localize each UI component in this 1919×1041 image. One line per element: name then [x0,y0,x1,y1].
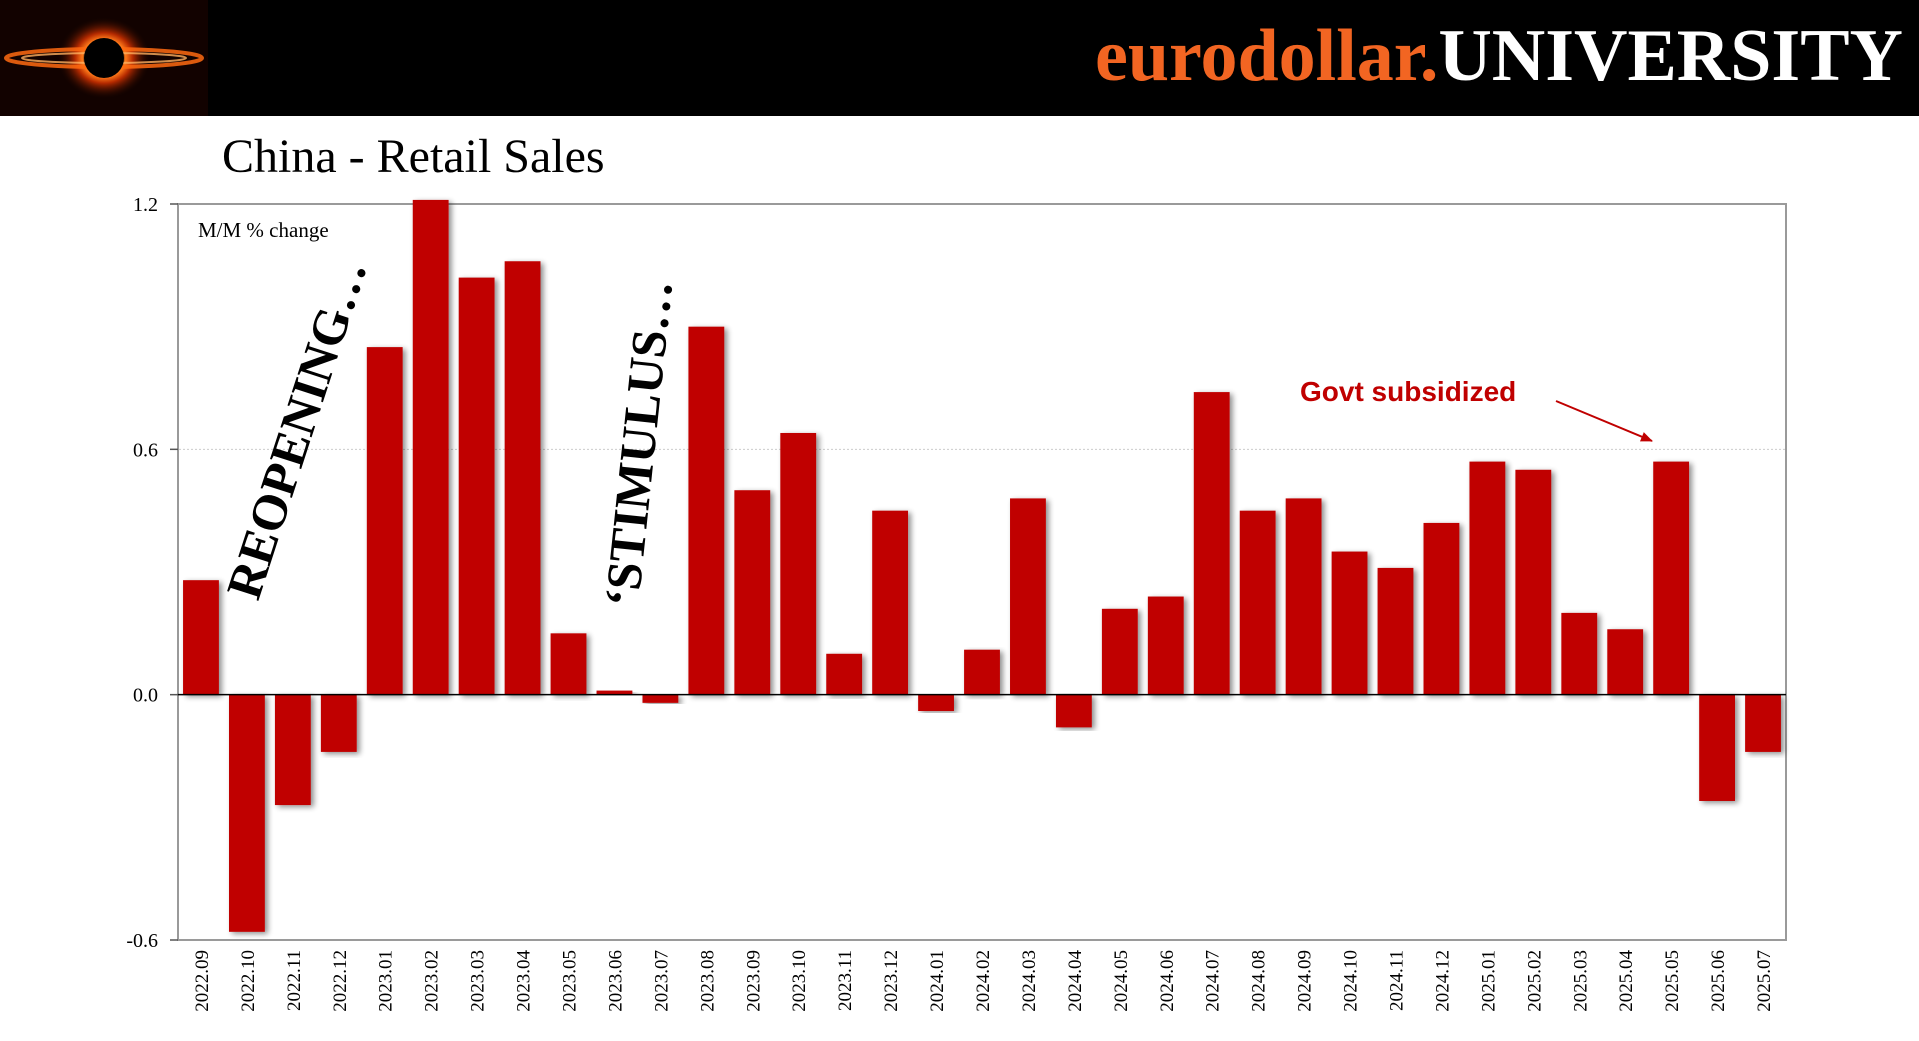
x-tick-label: 2024.10 [1341,950,1362,1012]
bar-2023.05 [550,633,587,695]
x-tick-label: 2023.06 [605,950,626,1012]
x-tick-label: 2024.07 [1203,950,1224,1012]
x-tick-label: 2025.04 [1616,950,1637,1012]
brand-part-university: UNIVERSITY [1438,15,1903,97]
bar-2024.01 [918,694,954,712]
bar-2022.12 [320,694,357,752]
x-tick-label: 2024.08 [1249,950,1270,1012]
bar-2025.05 [1653,461,1690,695]
x-tick-label: 2023.09 [743,950,764,1012]
bar-2023.01 [366,347,403,695]
x-tick-label: 2023.03 [468,950,489,1012]
y-tick-label: -0.6 [126,930,158,952]
bar-2025.06 [1699,694,1736,801]
bars-group [183,199,1781,932]
bar-2025.01 [1469,461,1506,695]
y-tick-label: 1.2 [133,194,158,216]
x-tick-label: 2024.06 [1157,950,1178,1012]
x-tick-label: 2025.03 [1570,950,1591,1012]
x-tick-label: 2022.09 [192,950,213,1012]
x-tick-label: 2023.12 [881,950,902,1012]
annotation-govt-subsidized: Govt subsidized [1300,376,1516,407]
bar-2024.11 [1377,567,1414,695]
bar-2024.05 [1101,608,1138,695]
bar-2025.02 [1515,469,1552,695]
x-tick-label: 2023.07 [651,950,672,1012]
x-tick-label: 2023.04 [514,950,535,1012]
x-axis-ticks: 2022.09 2022.10 2022.11 2022.12 2023.01 2023.… [192,950,1775,1012]
x-tick-label: 2025.05 [1662,950,1683,1012]
x-tick-label: 2022.12 [330,950,351,1012]
bar-2022.09 [183,580,219,695]
bar-2024.02 [964,649,1000,695]
bar-2023.06 [596,690,633,695]
bar-2025.04 [1607,629,1644,695]
x-tick-label: 2024.03 [1019,950,1040,1012]
y-axis-ticks: 1.2 0.6 0.0 -0.6 [126,194,178,952]
bar-2024.03 [1010,498,1046,695]
bar-2023.03 [458,277,495,695]
bar-2023.11 [826,653,863,695]
x-tick-label: 2024.04 [1065,950,1086,1012]
bar-2023.07 [642,694,679,703]
bar-2024.06 [1147,596,1184,695]
bar-2023.10 [780,432,817,695]
x-tick-label: 2024.01 [927,950,948,1012]
chart-title: China - Retail Sales [222,130,605,183]
x-tick-label: 2025.02 [1524,950,1545,1012]
x-tick-label: 2022.11 [284,950,305,1011]
bar-2023.08 [688,326,725,695]
x-tick-label: 2024.11 [1386,950,1407,1011]
bar-2025.03 [1561,612,1598,695]
x-tick-label: 2022.10 [238,950,259,1012]
x-tick-label: 2023.11 [835,950,856,1011]
bar-2024.08 [1239,510,1276,695]
bar-2024.09 [1285,498,1322,695]
x-tick-label: 2023.02 [422,950,443,1012]
x-tick-label: 2025.06 [1708,950,1729,1012]
bar-2022.10 [228,694,265,932]
brand-part-eurodollar: eurodollar. [1094,15,1439,97]
x-tick-label: 2023.10 [789,950,810,1012]
x-tick-label: 2023.08 [697,950,718,1012]
bar-2024.12 [1423,522,1460,695]
brand-title: eurodollar.UNIVERSITY [1095,14,1903,99]
bar-2024.07 [1193,392,1230,695]
bar-2025.07 [1745,694,1781,752]
x-tick-label: 2024.09 [1295,950,1316,1012]
bar-2023.12 [872,510,909,695]
bar-2022.11 [274,694,311,806]
x-tick-label: 2025.07 [1754,950,1775,1012]
header-bar: eurodollar.UNIVERSITY [0,0,1919,116]
bar-2024.04 [1055,694,1092,728]
x-tick-label: 2023.05 [560,950,581,1012]
retail-sales-chart: China - Retail Sales M/M % change 1.2 0.6… [126,130,1787,1012]
y-tick-label: 0.0 [133,685,158,707]
x-tick-label: 2025.01 [1478,950,1499,1012]
annotation-arrow [1555,400,1653,442]
x-tick-label: 2023.01 [376,950,397,1012]
x-tick-label: 2024.02 [973,950,994,1012]
y-tick-label: 0.6 [133,439,158,461]
bar-2023.04 [504,261,541,695]
bar-2023.02 [412,199,449,695]
bar-2023.09 [734,490,771,695]
bar-2024.10 [1331,551,1368,695]
unit-label: M/M % change [198,218,329,242]
black-hole-logo-icon [0,0,208,116]
x-tick-label: 2024.12 [1432,950,1453,1012]
x-tick-label: 2024.05 [1111,950,1132,1012]
